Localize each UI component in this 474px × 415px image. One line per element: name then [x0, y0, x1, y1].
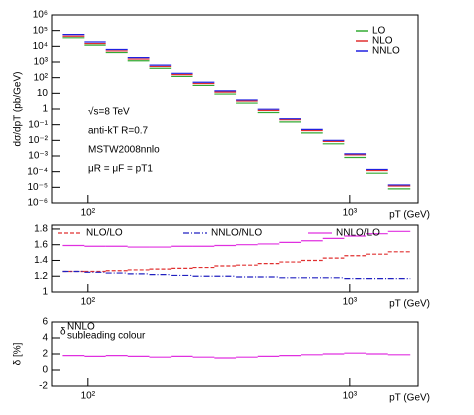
y-tick-label: 6 [42, 317, 48, 328]
y-tick-label: 4 [42, 333, 48, 344]
legend-label: NNLO/NLO [211, 228, 262, 239]
y-tick-label: 1 [42, 287, 48, 298]
y-tick-label: 10² [34, 72, 49, 83]
y-tick-label: 10⁴ [33, 41, 48, 52]
y-tick-label: 1.6 [34, 239, 48, 250]
y-tick-label: 10⁻¹ [28, 119, 48, 130]
legend-label: NNLO/LO [336, 228, 380, 239]
x-tick-label: 10³ [343, 208, 358, 219]
x-tick-label: 10² [81, 391, 96, 402]
annotation: MSTW2008nnlo [88, 145, 160, 156]
legend-label: NLO [372, 36, 393, 47]
y-tick-label: 10⁻⁴ [27, 166, 48, 177]
y-tick-label: 10⁻³ [28, 151, 48, 162]
y-axis-label: dσ/dpT (pb/GeV) [13, 72, 24, 147]
plot-frame [51, 224, 419, 293]
y-tick-label: 10⁻⁶ [27, 198, 48, 209]
y-tick-label: 10 [37, 88, 49, 99]
annotation: NNLO [67, 322, 95, 333]
y-tick-label: 0 [42, 365, 48, 376]
x-axis-label: pT (GeV) [389, 393, 430, 404]
x-axis-label: pT (GeV) [389, 210, 430, 221]
y-tick-label: 10³ [34, 57, 49, 68]
annotation: μR = μF = pT1 [88, 164, 153, 175]
annotation: √s=8 TeV [88, 106, 130, 118]
legend-label: LO [372, 26, 386, 37]
y-tick-label: 1.8 [34, 224, 48, 235]
annotation: anti-kT R=0.7 [88, 126, 149, 137]
annotation: subleading colour [67, 331, 146, 342]
y-tick-label: 10⁻⁵ [27, 182, 48, 193]
x-tick-label: 10² [81, 208, 96, 219]
y-tick-label: 10⁵ [33, 25, 48, 36]
x-axis-label: pT (GeV) [389, 299, 430, 310]
x-tick-label: 10³ [343, 391, 358, 402]
y-tick-label: 2 [42, 349, 48, 360]
legend-label: NNLO [372, 46, 400, 57]
y-tick-label: 1.4 [34, 255, 48, 266]
y-tick-label: 10⁶ [33, 10, 48, 21]
y-axis-label: δ [%] [13, 342, 24, 365]
y-tick-label: 10⁻² [28, 135, 48, 146]
legend-label: NLO/LO [86, 228, 123, 239]
y-tick-label: -2 [39, 381, 48, 392]
annotation: δ [60, 327, 66, 338]
y-tick-label: 1 [42, 104, 48, 115]
x-tick-label: 10³ [343, 297, 358, 308]
y-tick-label: 1.2 [34, 271, 48, 282]
x-tick-label: 10² [81, 297, 96, 308]
